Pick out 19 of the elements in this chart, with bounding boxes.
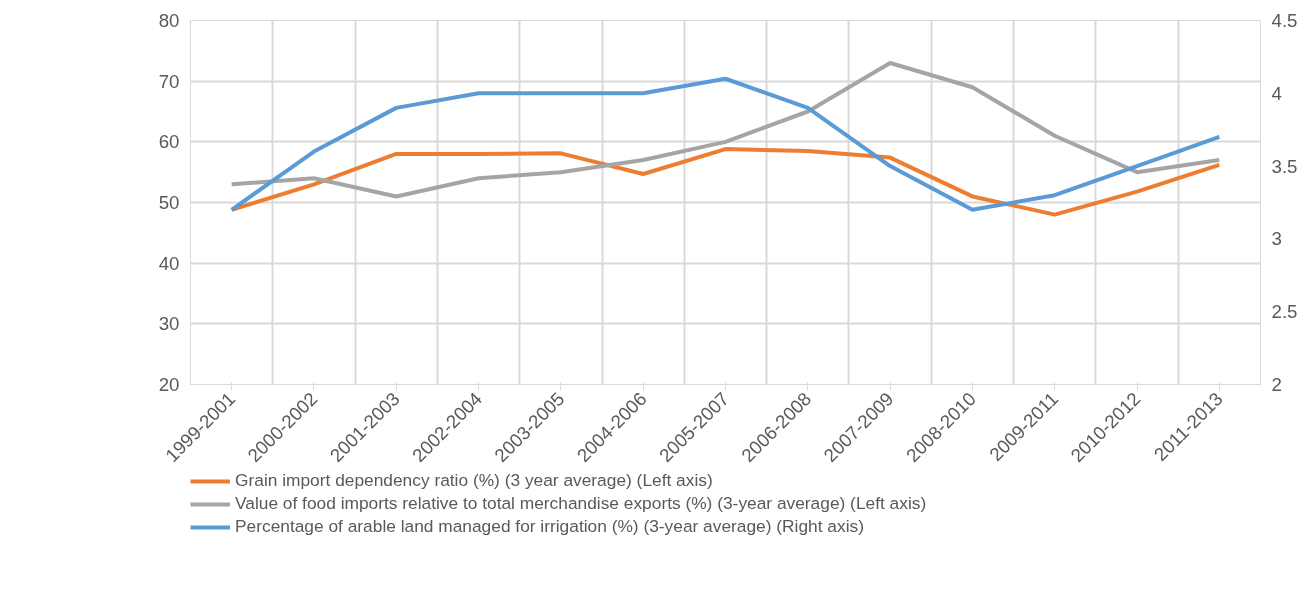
legend-label: Percentage of arable land managed for irrigation (%) (3-year average) (Right axis) — [235, 516, 864, 537]
y-tick-label: 40 — [158, 252, 180, 274]
y2-tick-label: 3 — [1271, 228, 1282, 250]
y-tick-label: 50 — [158, 192, 180, 213]
y2-tick-label: 2.5 — [1271, 301, 1298, 323]
legend-label: Grain import dependency ratio (%) (3 year average) (Left axis) — [235, 470, 713, 491]
y2-tick-label: 3.5 — [1271, 155, 1298, 177]
y-tick-label: 20 — [158, 374, 180, 395]
y-tick-label: 30 — [158, 313, 180, 335]
line-series — [229, 76, 1222, 212]
y2-tick-label: 4.5 — [1271, 10, 1298, 31]
y-tick-label: 80 — [158, 10, 180, 31]
y2-tick-label: 2 — [1271, 374, 1282, 395]
line-series — [229, 147, 1222, 217]
y2-tick-label: 4 — [1271, 82, 1282, 104]
legend-label: Value of food imports relative to total merchandise exports (%) (3-year average) (Left axis) — [235, 493, 927, 514]
y-tick-label: 60 — [158, 131, 180, 153]
line-series — [229, 60, 1222, 199]
y-tick-label: 70 — [158, 70, 180, 92]
